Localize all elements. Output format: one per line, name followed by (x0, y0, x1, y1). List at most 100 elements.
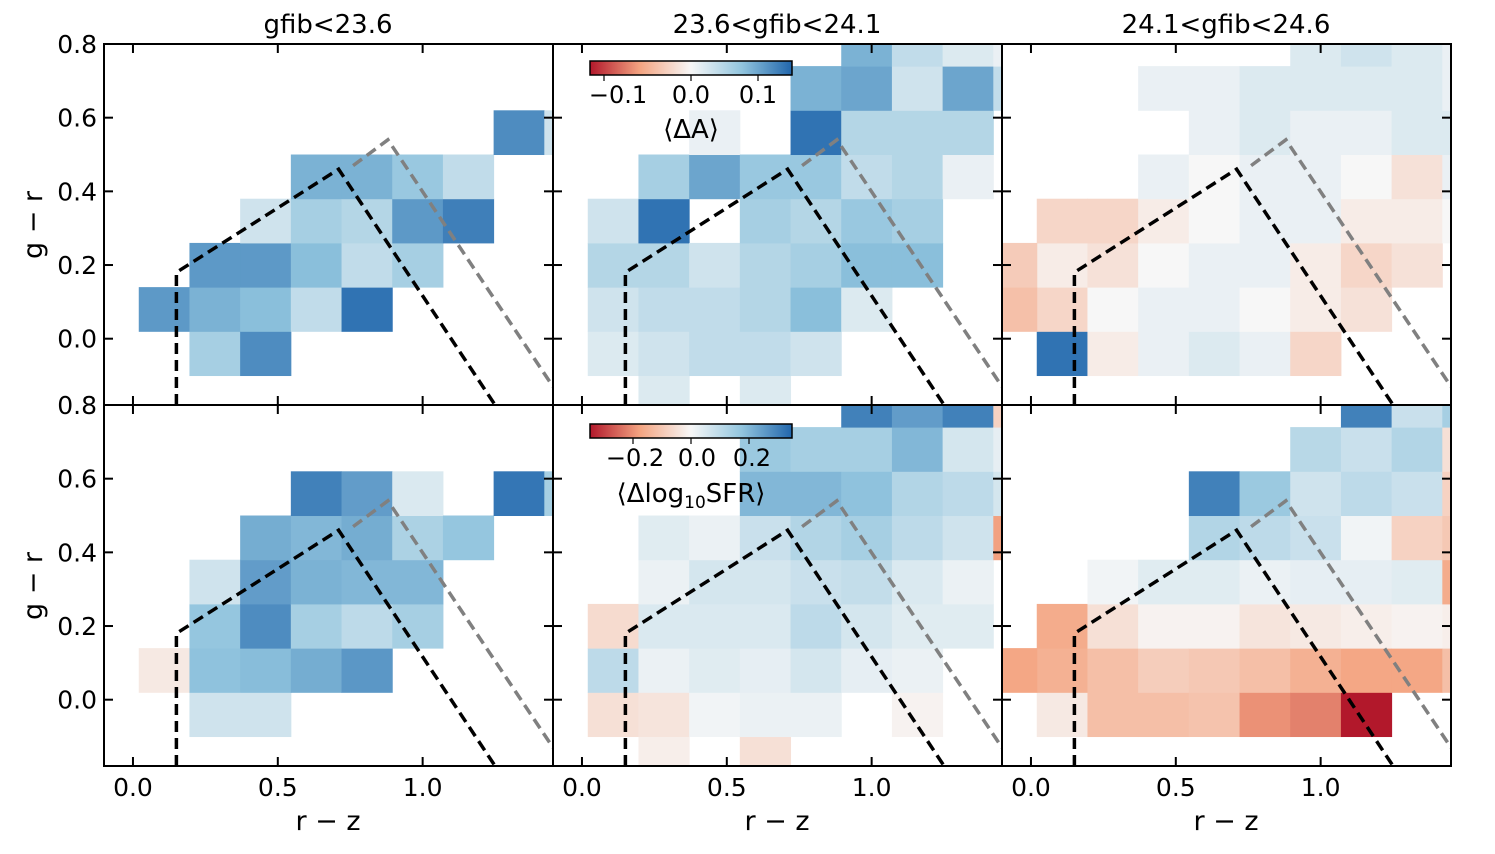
heatmap-cell (1002, 648, 1038, 693)
heatmap-cell (1391, 242, 1443, 288)
colorbar-delta-sfr-gradient (589, 423, 793, 439)
heatmap-cell (993, 427, 1002, 472)
heatmap-cell (1239, 66, 1291, 111)
heatmap-cell (841, 515, 893, 561)
heatmap-cell (891, 515, 944, 561)
heatmap-cell (189, 559, 241, 605)
panel-r1-c3 (1001, 43, 1452, 406)
heatmap-cell (942, 471, 994, 517)
heatmap-cell (189, 648, 241, 693)
heatmap-cell (739, 515, 792, 561)
heatmap-cell (1340, 154, 1393, 200)
colorbar-delta-a: −0.1 0.0 0.1 ⟨ΔA⟩ (589, 60, 793, 145)
heatmap-cell (341, 603, 393, 649)
y-axis-label-bottom: g − r (18, 551, 49, 620)
heatmap-cell (841, 198, 893, 244)
heatmap-cell (790, 559, 842, 605)
heatmap-cell (1036, 287, 1088, 332)
x-axis-label-3: r − z (1193, 806, 1258, 837)
heatmap-cell (1188, 692, 1241, 738)
panel-cells-r1-c1 (138, 110, 553, 405)
heatmap-cell (587, 287, 639, 332)
heatmap-cell (638, 242, 690, 288)
panel-cells-r1-c3 (1002, 44, 1451, 405)
heatmap-cell (290, 648, 343, 693)
heatmap-cell (891, 559, 944, 605)
heatmap-cell (392, 515, 444, 561)
heatmap-cell (1442, 110, 1451, 156)
x-axis-label-2: r − z (744, 806, 809, 837)
heatmap-cell (1188, 471, 1241, 517)
panel-r1-c2 (552, 0, 1003, 406)
heatmap-cell (638, 559, 690, 605)
heatmap-cell (1340, 66, 1393, 111)
heatmap-cell (993, 471, 1002, 517)
black-dashed-boundary (623, 527, 946, 766)
colorbar-delta-sfr-tick-3: 0.2 (733, 444, 771, 472)
heatmap-cell (790, 242, 842, 288)
colorbar-delta-sfr-label: ⟨Δlog10SFR⟩ (617, 479, 766, 513)
heatmap-cell (689, 154, 741, 200)
heatmap-cell (240, 287, 292, 332)
heatmap-cell (442, 515, 495, 561)
heatmap-cell (841, 405, 893, 428)
heatmap-cell (1290, 154, 1342, 200)
heatmap-cell (1442, 154, 1451, 200)
heatmap-cell (1087, 331, 1139, 377)
heatmap-cell (1290, 603, 1342, 649)
heatmap-cell (1391, 427, 1443, 472)
heatmap-cell (1188, 648, 1241, 693)
heatmap-cell (1036, 692, 1088, 738)
heatmap-cell (290, 198, 343, 244)
heatmap-cell (1087, 603, 1139, 649)
heatmap-cell (1442, 515, 1451, 561)
heatmap-cell (1087, 287, 1139, 332)
heatmap-cell (891, 242, 944, 288)
heatmap-cell (1290, 692, 1342, 738)
heatmap-cell (1239, 603, 1291, 649)
heatmap-cell (341, 154, 393, 200)
panel-cells-r2-c2 (587, 405, 1002, 766)
heatmap-cell (1290, 242, 1342, 288)
heatmap-cell (1036, 331, 1088, 377)
heatmap-cell (1138, 648, 1190, 693)
heatmap-cell (739, 736, 792, 766)
heatmap-cell (892, 0, 943, 22)
colorbar-delta-sfr: −0.2 0.0 0.2 ⟨Δlog10SFR⟩ (589, 423, 793, 513)
heatmap-cell (942, 66, 994, 111)
colorbar-delta-sfr-tick-2: 0.0 (678, 444, 716, 472)
column-title-3: 24.1<gfib<24.6 (1122, 10, 1331, 40)
heatmap-cell (1290, 44, 1342, 67)
heatmap-cell (891, 66, 944, 111)
heatmap-cell (739, 242, 792, 288)
heatmap-cell (587, 331, 639, 377)
heatmap-cell (638, 515, 690, 561)
heatmap-cell (1340, 648, 1393, 693)
heatmap-cell (1239, 559, 1291, 605)
heatmap-cell (1239, 198, 1291, 244)
heatmap-cell (341, 471, 393, 517)
heatmap-cell (544, 110, 553, 156)
black-dashed-boundary (1072, 527, 1395, 766)
panel-r2-c1: 0.0 0.5 1.0 0.0 0.2 0.4 0.6 0.8 (57, 391, 554, 802)
column-title-2: 23.6<gfib<24.1 (673, 10, 882, 40)
panel-cells-r1-c2 (587, 0, 1002, 405)
heatmap-cell (587, 692, 639, 738)
heatmap-cell (993, 66, 1002, 111)
black-dashed-boundary (174, 166, 497, 405)
heatmap-cell (587, 242, 639, 288)
heatmap-cell (1442, 44, 1451, 67)
heatmap-cell (392, 242, 444, 288)
heatmap-cell (493, 110, 545, 156)
heatmap-cell (1391, 154, 1443, 200)
heatmap-cell (1188, 198, 1241, 244)
heatmap-cell (189, 287, 241, 332)
x-tick-label: 0.0 (113, 773, 153, 802)
heatmap-cell (240, 331, 292, 377)
heatmap-cell (544, 471, 553, 517)
heatmap-cell (790, 471, 842, 517)
heatmap-cell (841, 648, 893, 693)
heatmap-cell (1442, 471, 1451, 517)
y-tick-label: 0.2 (57, 251, 97, 280)
